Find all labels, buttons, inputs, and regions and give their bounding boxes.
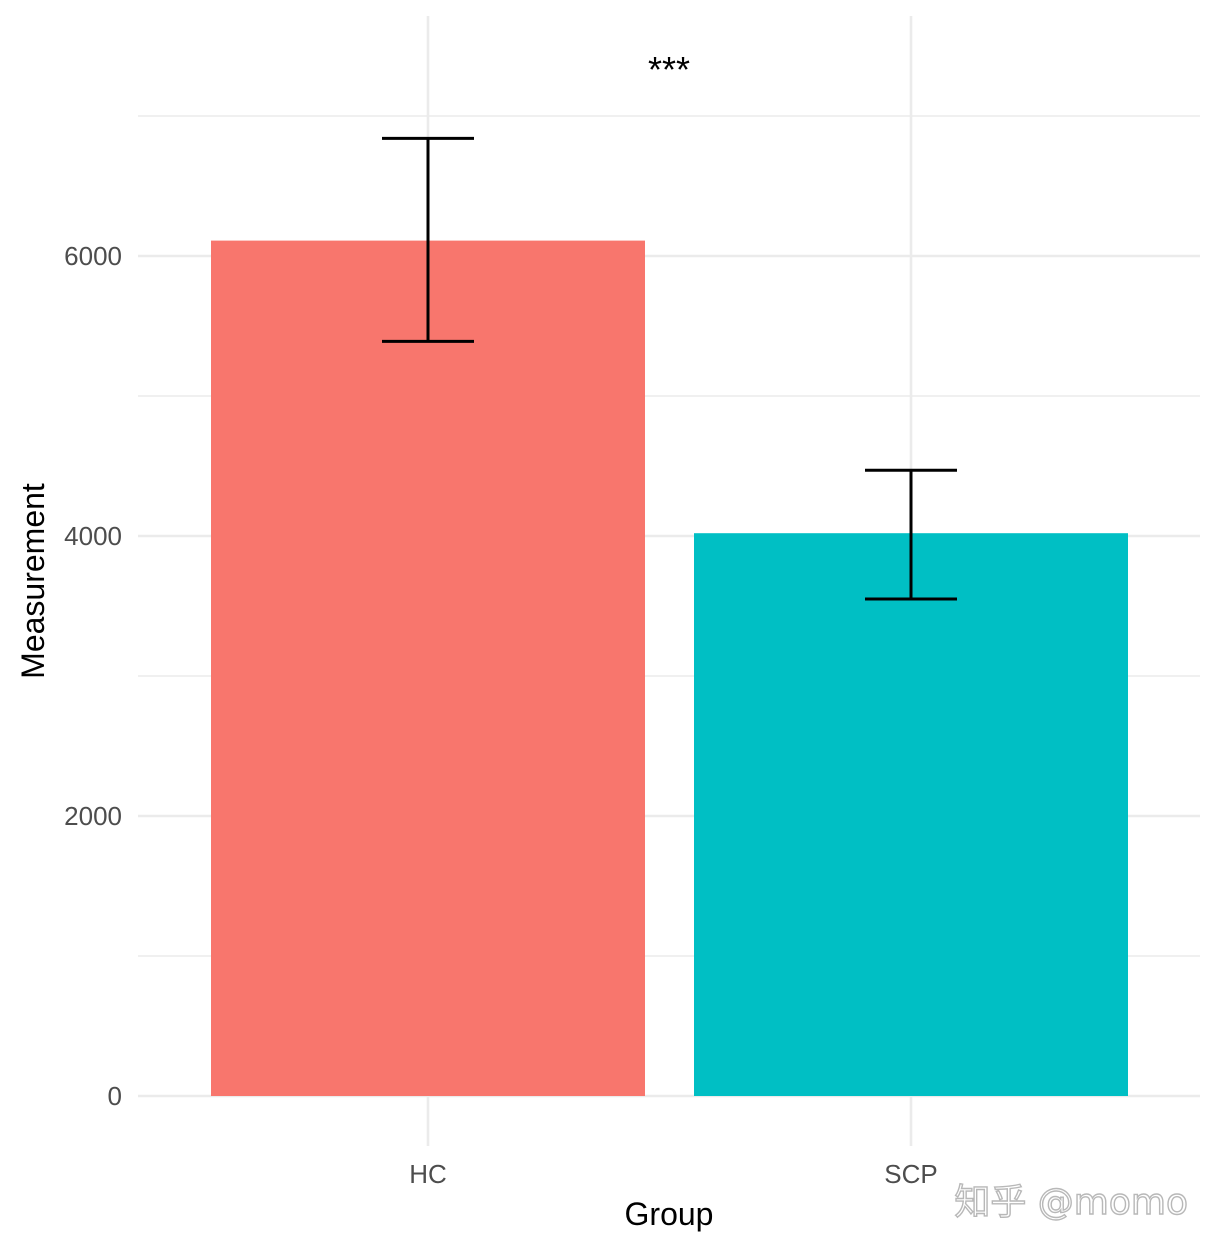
x-tick-label: SCP [884, 1159, 937, 1189]
y-tick-label: 0 [108, 1081, 122, 1111]
significance-annotation: *** [648, 49, 690, 90]
error-bar-layer [382, 136, 957, 601]
y-axis-title: Measurement [15, 483, 51, 679]
tick-label-layer: 0 2000 4000 6000 HC SCP [64, 241, 938, 1189]
x-axis-title: Group [625, 1196, 714, 1232]
y-tick-label: 2000 [64, 801, 122, 831]
watermark: 知乎 @momo [954, 1182, 1188, 1223]
bar-layer [211, 240, 1128, 1097]
x-tick-label: HC [409, 1159, 447, 1189]
y-tick-label: 6000 [64, 241, 122, 271]
bar-scp [694, 533, 1128, 1096]
bar-hc [211, 240, 645, 1097]
y-tick-label: 4000 [64, 521, 122, 551]
